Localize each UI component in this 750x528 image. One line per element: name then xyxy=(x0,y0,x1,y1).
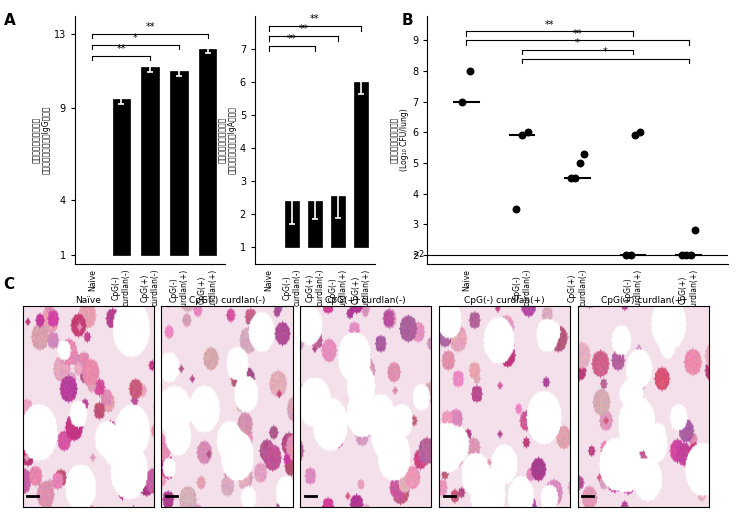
Text: **: ** xyxy=(116,44,126,54)
Point xyxy=(685,251,697,259)
Bar xyxy=(285,201,298,248)
Point xyxy=(521,128,533,136)
Point xyxy=(676,251,688,259)
Point xyxy=(457,97,469,106)
Y-axis label: 感染的肺炎球菌的数量
(Log₁₀ CFU/lung): 感染的肺炎球菌的数量 (Log₁₀ CFU/lung) xyxy=(390,109,410,171)
Bar xyxy=(112,99,130,255)
Text: **: ** xyxy=(545,20,554,30)
Bar xyxy=(141,67,159,255)
Text: *: * xyxy=(603,47,608,57)
Text: **: ** xyxy=(573,29,582,39)
Text: **: ** xyxy=(287,34,297,44)
Point xyxy=(574,159,586,167)
Title: CpG(-) curdlan(+): CpG(-) curdlan(+) xyxy=(464,296,544,306)
Point xyxy=(629,131,641,139)
Point xyxy=(689,226,701,234)
Point xyxy=(625,251,637,259)
Text: *: * xyxy=(134,33,138,43)
Text: **: ** xyxy=(310,14,320,24)
Text: *: * xyxy=(575,38,580,48)
Y-axis label: 支气管肺泡灌洗液中的
肺炎球菌抗原特异性IgG的滴度: 支气管肺泡灌洗液中的 肺炎球菌抗原特异性IgG的滴度 xyxy=(32,106,51,174)
Point xyxy=(634,128,646,136)
Title: CpG(+) curdlan(-): CpG(+) curdlan(-) xyxy=(326,296,406,306)
Bar xyxy=(332,196,345,248)
Bar xyxy=(199,49,216,255)
Text: **: ** xyxy=(298,24,308,34)
Point xyxy=(680,251,692,259)
Point xyxy=(578,149,590,158)
Text: A: A xyxy=(4,13,16,28)
Point xyxy=(464,67,476,75)
Bar xyxy=(354,82,368,248)
Text: <2: <2 xyxy=(413,250,424,259)
Text: B: B xyxy=(401,13,412,28)
Point xyxy=(516,131,528,139)
Bar xyxy=(308,201,322,248)
Bar xyxy=(170,71,188,255)
Title: CpG(-) curdlan(-): CpG(-) curdlan(-) xyxy=(189,296,265,306)
Title: Naïve: Naïve xyxy=(75,296,101,306)
Point xyxy=(511,205,523,213)
Y-axis label: 支气管肺泡灌洗液中的
肺炎球菌抗原特异性IgA的滴度: 支气管肺泡灌洗液中的 肺炎球菌抗原特异性IgA的滴度 xyxy=(217,106,237,174)
Point xyxy=(565,174,577,183)
Text: **: ** xyxy=(146,22,154,32)
Text: C: C xyxy=(4,277,15,292)
Point xyxy=(569,174,581,183)
Point xyxy=(620,251,632,259)
Title: CpG(+) curdlan(+): CpG(+) curdlan(+) xyxy=(601,296,686,306)
